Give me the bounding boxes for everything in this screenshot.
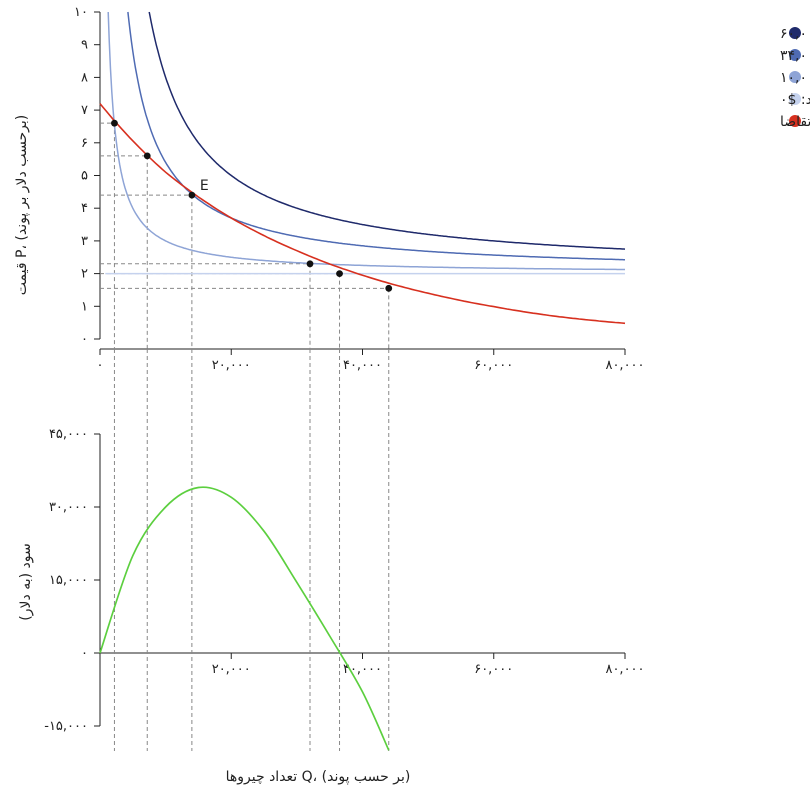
isoprofit-curve-60000 [148, 11, 626, 250]
top-series-layer [99, 11, 626, 325]
demand-curve [99, 103, 626, 325]
top-y-tick-label: ۷ [81, 103, 88, 118]
top-y-tick-label: ۸ [81, 70, 88, 85]
bottom-y-tick-label: -۱۵,۰۰۰ [44, 719, 88, 734]
bottom-y-axis-title: سود (به دلار) [18, 543, 34, 620]
legend-marker [789, 115, 801, 127]
bottom-x-axis-title: تعداد چیروها Q، (بر حسب پوند) [226, 769, 411, 785]
demand-point [385, 284, 393, 292]
legend-label: منحنی برابری سود: $۳۴,۰۰۰ [780, 48, 810, 64]
bottom-profit-axes: -۱۵,۰۰۰ ۰ ۱۵,۰۰۰ ۳۰,۰۰۰ ۴۵,۰۰۰ ۲۰,۰۰۰ ۴۰,۰۰۰ ۶۰… [44, 427, 644, 734]
point-label-e: E [200, 178, 209, 194]
legend-label: منحنی تقاضا [780, 114, 810, 130]
top-y-tick-label: ۳ [81, 234, 88, 249]
demand-point [143, 152, 151, 160]
top-x-tick-label: ۲۰,۰۰۰ [212, 358, 251, 373]
bottom-y-tick-label: ۰ [81, 646, 88, 661]
bottom-x-tick-label: ۴۰,۰۰۰ [343, 662, 382, 677]
bottom-x-tick-label: ۸۰,۰۰۰ [605, 662, 644, 677]
profit-curve [99, 486, 390, 751]
demand-point [336, 270, 343, 277]
bottom-x-tick-label: ۲۰,۰۰۰ [212, 662, 251, 677]
legend-marker [789, 27, 801, 39]
legend-label: منحنی برابری سود: $۱۰,۰۰۰ [780, 70, 810, 86]
legend-marker [789, 71, 801, 83]
legend-marker [789, 49, 801, 61]
legend-label: منحنی برابری سود: $۰ [780, 92, 810, 108]
top-guide-lines [100, 122, 390, 349]
bottom-x-tick-label: ۶۰,۰۰۰ [474, 662, 513, 677]
top-y-tick-label: ۹ [81, 38, 88, 53]
top-y-tick-label: ۱ [81, 299, 88, 314]
isoprofit-curve-10000 [107, 11, 625, 271]
top-x-tick-label: ۶۰,۰۰۰ [474, 358, 513, 373]
isoprofit-curve-34000 [127, 11, 625, 261]
bottom-y-tick-label: ۱۵,۰۰۰ [49, 573, 88, 588]
top-x-tick-label: ۰ [97, 358, 104, 373]
top-x-tick-label: ۴۰,۰۰۰ [343, 358, 382, 373]
legend-label: منحنی برابری سود: $۶۰,۰۰۰ [780, 26, 810, 42]
top-y-axis-title: قیمت P، (برحسب دلار بر پوند) [14, 115, 30, 295]
top-y-tick-label: ۶ [81, 136, 88, 151]
bottom-series-layer [99, 486, 390, 751]
top-price-axes: ۰ ۱ ۲ ۳ ۴ ۵ ۶ ۷ ۸ ۹ ۱۰ ۰ ۲۰,۰۰۰ ۴۰,۰۰۰ ۶۰,۰۰۰ ۸۰,۰۰۰ [74, 5, 644, 373]
demand-point [306, 260, 314, 268]
bottom-y-tick-label: ۴۵,۰۰۰ [49, 427, 88, 442]
top-y-tick-label: ۲ [81, 267, 88, 282]
top-x-tick-label: ۸۰,۰۰۰ [605, 358, 644, 373]
legend: منحنی برابری سود: $۶۰,۰۰۰ منحنی برابری سو… [780, 26, 810, 130]
legend-marker [789, 93, 801, 105]
top-y-tick-label: ۵ [81, 169, 88, 184]
demand-point [188, 191, 196, 199]
top-y-tick-label: ۰ [81, 332, 88, 347]
top-y-tick-label: ۱۰ [74, 5, 88, 20]
bottom-guide-lines [113, 349, 390, 751]
top-points-layer [111, 119, 393, 292]
demand-point [111, 119, 118, 127]
top-y-tick-label: ۴ [81, 201, 88, 216]
bottom-y-tick-label: ۳۰,۰۰۰ [49, 500, 88, 515]
